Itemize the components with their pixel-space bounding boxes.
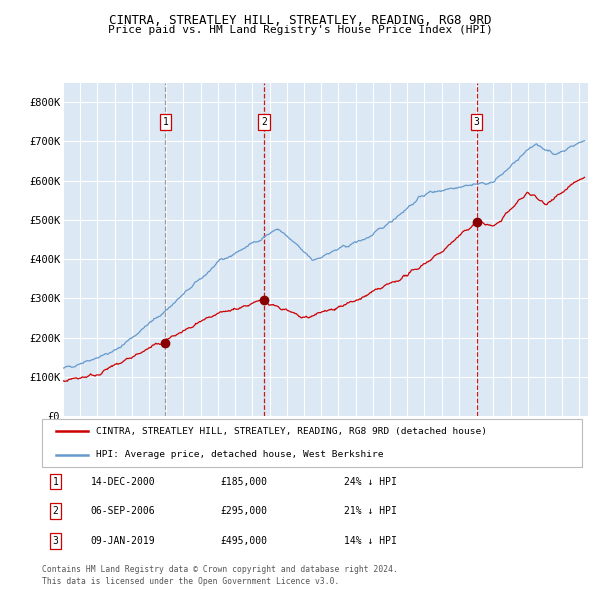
Text: 09-JAN-2019: 09-JAN-2019 <box>91 536 155 546</box>
Text: 2: 2 <box>53 506 58 516</box>
Text: £495,000: £495,000 <box>220 536 267 546</box>
Text: CINTRA, STREATLEY HILL, STREATLEY, READING, RG8 9RD (detached house): CINTRA, STREATLEY HILL, STREATLEY, READI… <box>96 427 487 436</box>
Text: 21% ↓ HPI: 21% ↓ HPI <box>344 506 397 516</box>
Text: 3: 3 <box>53 536 58 546</box>
Text: 3: 3 <box>473 117 479 127</box>
Text: This data is licensed under the Open Government Licence v3.0.: This data is licensed under the Open Gov… <box>42 577 340 586</box>
Text: HPI: Average price, detached house, West Berkshire: HPI: Average price, detached house, West… <box>96 450 383 459</box>
Text: 06-SEP-2006: 06-SEP-2006 <box>91 506 155 516</box>
Text: 14-DEC-2000: 14-DEC-2000 <box>91 477 155 487</box>
Text: £295,000: £295,000 <box>220 506 267 516</box>
Text: Contains HM Land Registry data © Crown copyright and database right 2024.: Contains HM Land Registry data © Crown c… <box>42 565 398 574</box>
Text: CINTRA, STREATLEY HILL, STREATLEY, READING, RG8 9RD: CINTRA, STREATLEY HILL, STREATLEY, READI… <box>109 14 491 27</box>
Text: 24% ↓ HPI: 24% ↓ HPI <box>344 477 397 487</box>
Text: £185,000: £185,000 <box>220 477 267 487</box>
Text: 1: 1 <box>53 477 58 487</box>
Text: 14% ↓ HPI: 14% ↓ HPI <box>344 536 397 546</box>
Text: 2: 2 <box>261 117 267 127</box>
Text: Price paid vs. HM Land Registry's House Price Index (HPI): Price paid vs. HM Land Registry's House … <box>107 25 493 35</box>
FancyBboxPatch shape <box>42 419 582 467</box>
Text: 1: 1 <box>163 117 169 127</box>
